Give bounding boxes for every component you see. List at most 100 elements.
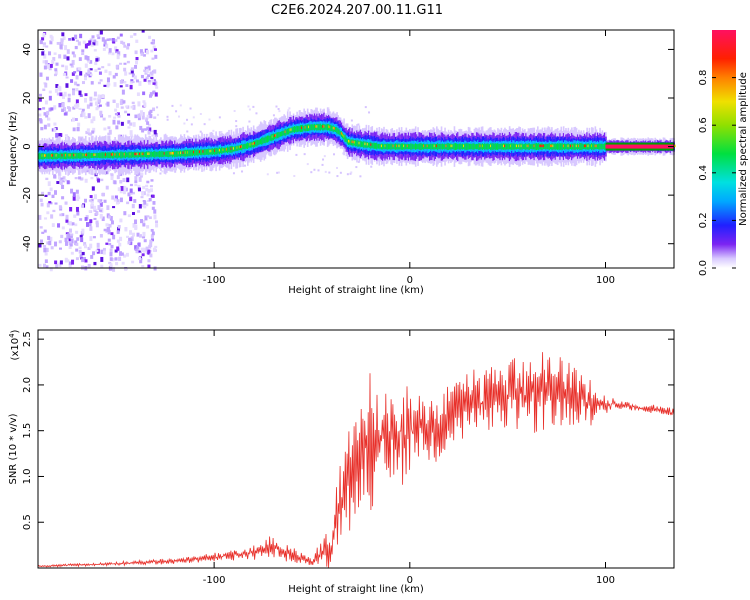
noise-speck [154, 54, 158, 59]
noise-speck [44, 252, 48, 256]
noise-speck [87, 246, 91, 250]
ridge-band [498, 143, 500, 150]
noise-speck [49, 236, 53, 242]
noise-speck [130, 134, 134, 138]
noise-speck [60, 234, 64, 239]
ridge-band [149, 151, 152, 157]
noise-speck [120, 186, 124, 191]
noise-speck [146, 180, 150, 184]
noise-speck [114, 112, 118, 116]
noise-speck [332, 153, 335, 156]
noise-speck [98, 104, 102, 107]
noise-speck [95, 40, 99, 46]
ridge-band [467, 143, 470, 150]
noise-speck [137, 242, 141, 247]
noise-speck [99, 94, 103, 99]
noise-speck [113, 198, 117, 202]
noise-speck [77, 122, 81, 127]
noise-speck [145, 187, 149, 192]
ridge-band [461, 143, 464, 150]
noise-speck [299, 144, 302, 147]
noise-speck [148, 127, 152, 132]
noise-speck [67, 93, 71, 97]
noise-speck [81, 53, 85, 56]
ridge-band [580, 143, 583, 151]
noise-speck [138, 176, 142, 182]
noise-speck [150, 76, 154, 79]
noise-speck [41, 231, 45, 234]
noise-speck [71, 51, 75, 55]
ridge-band [203, 149, 206, 156]
ridge-band [62, 152, 65, 160]
noise-speck [89, 96, 93, 102]
spectrogram-x-ticks: -100 0 100 [203, 30, 615, 286]
ridge-band [534, 143, 537, 150]
noise-speck [84, 63, 88, 68]
ridge-band [574, 143, 577, 150]
noise-speck [79, 33, 83, 39]
noise-speck [124, 267, 128, 271]
noise-speck [125, 105, 129, 108]
ridge-band [293, 125, 296, 133]
ridge-band [565, 144, 567, 150]
noise-speck [62, 36, 66, 41]
noise-speck [129, 183, 133, 187]
noise-speck [78, 249, 82, 254]
noise-speck [39, 119, 43, 124]
ridge-band [374, 142, 377, 149]
noise-speck [69, 243, 73, 247]
noise-speck [54, 88, 58, 93]
noise-speck [145, 49, 149, 55]
noise-speck [97, 81, 101, 85]
ridge-band [150, 151, 153, 158]
noise-speck [61, 226, 65, 230]
ridge-band [291, 127, 294, 133]
noise-speck [117, 226, 121, 232]
noise-speck [90, 201, 94, 204]
noise-speck [76, 127, 80, 132]
noise-speck [108, 38, 112, 41]
ridge-band [204, 149, 207, 155]
noise-speck [145, 203, 149, 207]
noise-speck [75, 248, 79, 252]
noise-speck [115, 49, 119, 52]
noise-speck [119, 197, 123, 203]
noise-speck [64, 241, 68, 246]
ridge-band [506, 143, 509, 150]
noise-speck [328, 171, 331, 174]
noise-speck [64, 257, 68, 263]
noise-speck [78, 176, 82, 180]
spectrogram-y-tick-label: -40 [22, 236, 33, 252]
noise-speck [212, 129, 215, 132]
noise-speck [77, 41, 81, 46]
noise-speck [155, 220, 159, 224]
noise-speck [155, 223, 159, 228]
noise-speck [95, 107, 99, 111]
noise-speck [92, 41, 96, 46]
noise-speck [134, 248, 138, 251]
noise-speck [43, 247, 47, 253]
noise-speck [129, 84, 133, 90]
noise-speck [120, 106, 124, 109]
snr-y-label: SNR (10 * v/v) [8, 413, 19, 484]
ridge-band [500, 143, 503, 150]
noise-speck [109, 252, 113, 257]
ridge-band [492, 143, 494, 151]
ridge-band [299, 125, 302, 133]
noise-speck [49, 267, 53, 272]
noise-speck [62, 176, 66, 180]
noise-speck [109, 263, 113, 267]
noise-speck [147, 82, 151, 85]
noise-speck [87, 132, 91, 136]
noise-speck [117, 225, 121, 229]
noise-speck [64, 65, 68, 71]
ridge-band [185, 149, 188, 157]
noise-speck [122, 189, 126, 195]
ridge-band [528, 143, 531, 150]
noise-speck [130, 105, 134, 109]
noise-speck [117, 120, 121, 125]
noise-speck [129, 80, 133, 84]
noise-speck [150, 41, 154, 45]
snr-x-tick-label: 100 [596, 575, 615, 586]
noise-speck [102, 247, 106, 252]
